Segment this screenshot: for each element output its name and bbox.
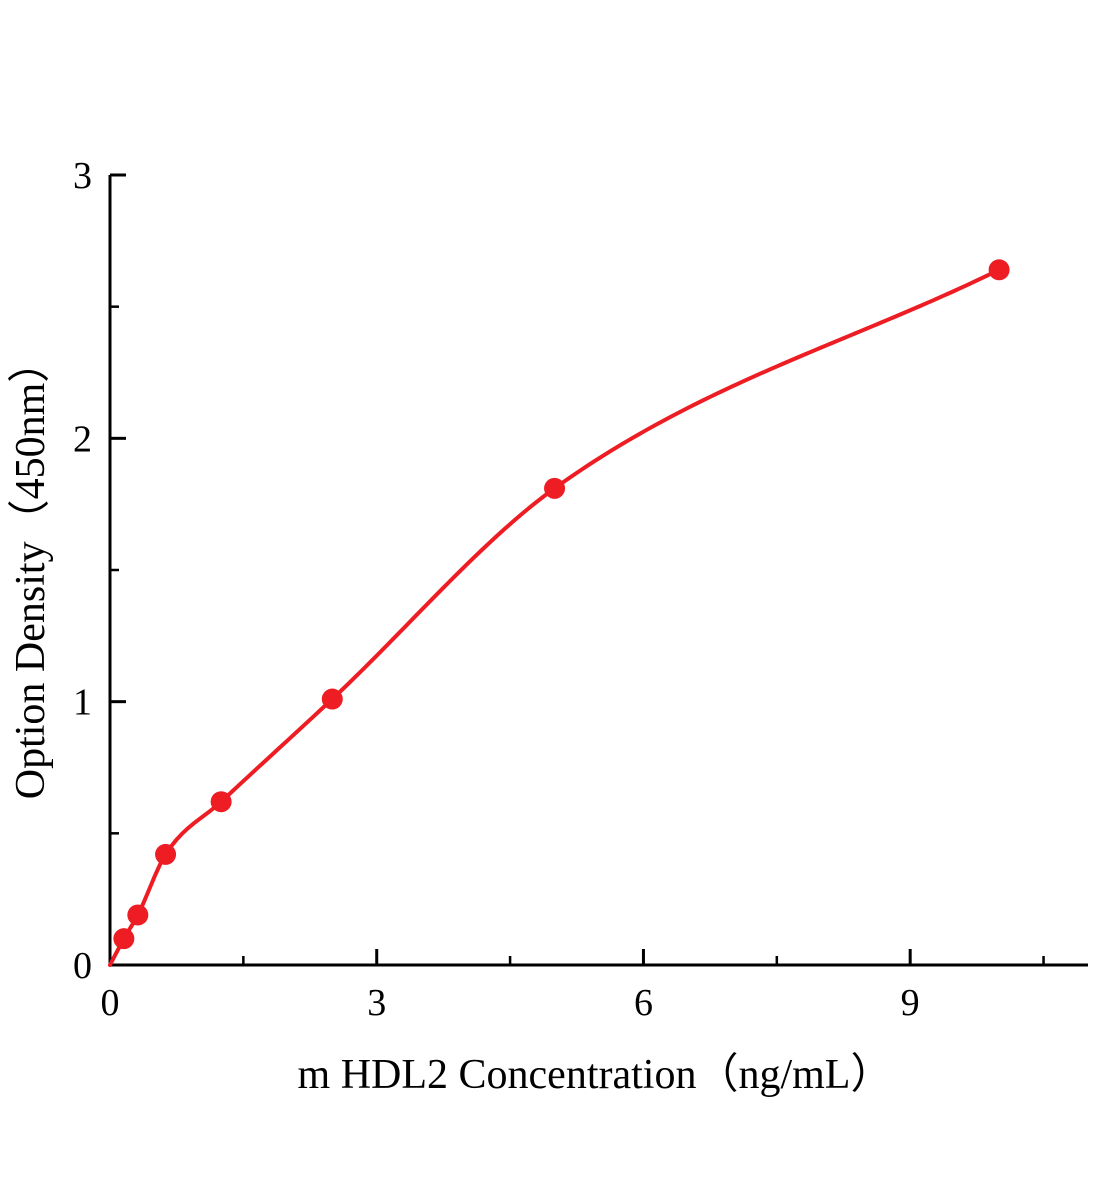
- x-tick-label: 9: [901, 982, 920, 1024]
- data-point: [544, 477, 566, 499]
- data-point: [321, 688, 343, 710]
- data-point: [127, 904, 149, 926]
- y-tick-label: 2: [73, 418, 92, 460]
- data-point: [155, 843, 177, 865]
- x-tick-label: 6: [634, 982, 653, 1024]
- data-point: [113, 928, 135, 950]
- y-tick-label: 0: [73, 945, 92, 987]
- y-axis-title: Option Density（450nm）: [8, 341, 54, 800]
- x-tick-label: 3: [367, 982, 386, 1024]
- data-point: [988, 259, 1010, 281]
- x-tick-label: 0: [101, 982, 120, 1024]
- x-axis-title: m HDL2 Concentration（ng/mL）: [298, 1052, 893, 1098]
- plot-area: 0 3 6 9 0 1 2 3: [73, 155, 1088, 1024]
- y-tick-label: 1: [73, 682, 92, 724]
- data-point: [210, 791, 232, 813]
- y-tick-label: 3: [73, 155, 92, 197]
- fit-curve: [108, 267, 1002, 967]
